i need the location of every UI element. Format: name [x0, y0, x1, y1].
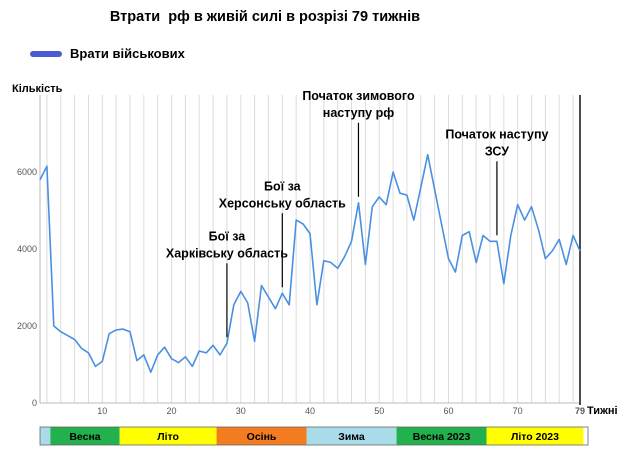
season-label: Весна 2023: [413, 431, 471, 443]
x-tick-labels: 10 20 30 40 50 60 70 79: [97, 406, 585, 416]
annotation-label: Початок зимового: [302, 89, 415, 103]
season-bar: Весна Літо Осінь Зима Весна 2023 Літо 2023: [39, 426, 589, 446]
annotation-label: ЗСУ: [485, 144, 509, 158]
y-tick-label: 6000: [17, 167, 37, 177]
y-tick-label: 0: [32, 398, 37, 408]
season-segment: [119, 427, 217, 445]
x-tick-label: 10: [97, 406, 107, 416]
annotation-label: Херсонську область: [219, 196, 346, 210]
season-segment: [50, 427, 120, 445]
season-label: Літо 2023: [511, 431, 559, 443]
annotations: Бої за Харківську область Бої за Херсонську…: [166, 89, 549, 338]
annotation-label: Початок наступу: [445, 127, 548, 141]
x-tick-label: 40: [305, 406, 315, 416]
y-axis-label: Кількість: [12, 83, 63, 95]
x-tick-label: 79: [575, 406, 585, 416]
x-tick-label: 30: [236, 406, 246, 416]
chart-title: Втрати рф в живій силі в розрізі 79 тижн…: [109, 9, 421, 25]
annotation-label: Харківську область: [166, 246, 288, 260]
season-label: Літо: [157, 431, 179, 443]
x-axis-label: Тижні: [587, 405, 618, 417]
y-tick-label: 2000: [17, 321, 37, 331]
season-label: Осінь: [247, 431, 277, 443]
season-segment: [40, 427, 51, 445]
annotation-label: наступу рф: [323, 106, 394, 120]
x-tick-label: 50: [374, 406, 384, 416]
legend-swatch: [30, 50, 62, 57]
season-segment: [396, 427, 487, 445]
season-segment: [216, 427, 307, 445]
legend-label: Врати військових: [70, 46, 185, 61]
series-line: [39, 153, 581, 374]
gridlines: [46, 95, 574, 403]
x-tick-label: 60: [443, 406, 453, 416]
x-tick-label: 20: [167, 406, 177, 416]
y-tick-label: 4000: [17, 244, 37, 254]
season-label: Весна: [69, 431, 100, 443]
legend: Врати військових: [30, 46, 185, 61]
annotation-label: Бої за: [264, 179, 302, 193]
annotation-label: Бої за: [209, 229, 247, 243]
season-bar-border: [39, 426, 589, 446]
season-segment: [486, 427, 584, 445]
season-label: Зима: [338, 431, 365, 443]
y-tick-labels: 0 2000 4000 6000: [17, 167, 37, 408]
x-tick-label: 70: [513, 406, 523, 416]
season-segment: [306, 427, 397, 445]
series-group: [39, 153, 581, 374]
